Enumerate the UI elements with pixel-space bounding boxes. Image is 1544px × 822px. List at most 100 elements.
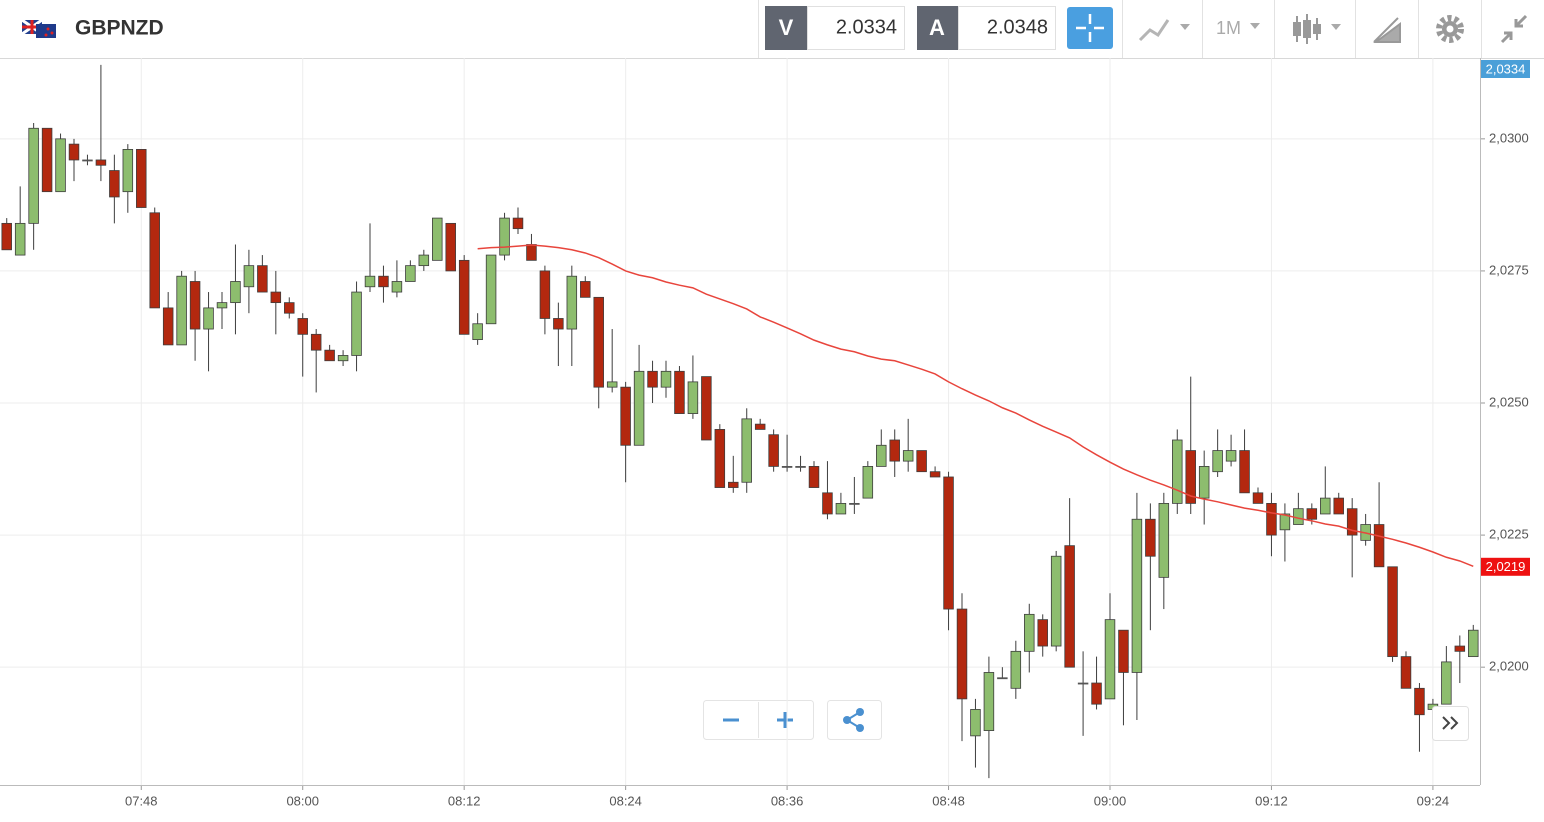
candle-body: [1306, 508, 1318, 520]
candle-body: [754, 423, 766, 430]
candle-body: [391, 281, 403, 293]
timeframe[interactable]: 1M: [1216, 18, 1241, 38]
candle-body: [1333, 497, 1344, 515]
candle-body: [916, 450, 927, 473]
candle-body: [176, 275, 187, 346]
candle-body: [876, 444, 887, 467]
candle-body: [1037, 619, 1048, 647]
candle-body: [1, 222, 12, 251]
candle-body: [862, 466, 874, 499]
candle-body: [1400, 656, 1412, 689]
candle-body: [1468, 629, 1479, 658]
candle-body: [1266, 502, 1277, 536]
gear-hole: [1446, 25, 1454, 33]
candle-body: [243, 265, 255, 288]
candle-body: [472, 323, 483, 341]
chart-type-button[interactable]: [1138, 19, 1190, 42]
candle-body: [983, 672, 995, 731]
candle-body: [1387, 566, 1398, 658]
candle-body: [526, 244, 537, 261]
x-tick-label: 08:36: [771, 793, 804, 808]
sell-button[interactable]: [765, 6, 807, 50]
sell-price-box[interactable]: [807, 6, 905, 50]
flag-star: [44, 33, 48, 37]
x-tick-label: 08:24: [609, 793, 642, 808]
candle-body: [539, 270, 551, 319]
x-tick-label: 09:12: [1255, 793, 1288, 808]
candle-body: [351, 291, 362, 356]
ma-label-box: [1481, 557, 1530, 576]
scroll-right-icon: [1442, 716, 1459, 730]
candle-body: [1239, 450, 1250, 494]
scroll-right-button[interactable]: [1432, 706, 1469, 741]
candle-body: [1346, 508, 1358, 536]
candle-body: [109, 170, 120, 198]
candle-body: [902, 450, 914, 462]
candle-type-button[interactable]: [1293, 14, 1341, 44]
candle-body: [929, 471, 941, 478]
candle-body: [230, 281, 241, 304]
crosshair-icon: [1076, 14, 1104, 42]
sell-label: V: [779, 15, 794, 40]
y-tick-label: 2,0275: [1489, 262, 1529, 277]
candle-body: [956, 608, 968, 700]
buy-price: 2.0348: [987, 16, 1048, 38]
candle-body: [95, 159, 107, 166]
buy-button[interactable]: [917, 6, 958, 50]
candle-body: [41, 127, 53, 193]
drawing-tool-button[interactable]: [1373, 17, 1401, 43]
share-icon-node: [843, 716, 851, 724]
share-icon-node: [856, 724, 864, 732]
candle-body: [943, 476, 954, 610]
dropdown-caret: [1250, 23, 1260, 29]
flag-star: [50, 31, 54, 35]
candle-body: [1454, 645, 1466, 652]
candle-body: [284, 302, 295, 314]
flag-star: [46, 27, 50, 31]
candle-body: [1131, 518, 1143, 673]
candle-body: [647, 370, 658, 388]
candle-body: [970, 709, 981, 737]
candle-body: [149, 212, 160, 309]
x-tick-label: 07:48: [125, 793, 158, 808]
buy-price-box[interactable]: [958, 6, 1056, 50]
candle-body: [1293, 508, 1304, 525]
candle-body: [808, 466, 820, 488]
candle-body: [660, 370, 672, 388]
candle-body: [1158, 502, 1170, 578]
candle-body: [633, 370, 645, 446]
candle-body: [418, 254, 430, 267]
candle-icon-body: [1303, 20, 1311, 38]
collapse-button[interactable]: [1500, 14, 1528, 44]
price-tag: 2,0334: [1486, 61, 1526, 76]
candle-body: [297, 318, 308, 335]
crosshair-button[interactable]: [1067, 7, 1113, 49]
gear-teeth: [1436, 15, 1464, 43]
candle-body: [1064, 545, 1075, 668]
candle-body: [203, 307, 214, 330]
candle-body: [728, 481, 739, 488]
candle-body: [1172, 439, 1183, 504]
candle-body: [458, 259, 470, 335]
candle-body: [889, 439, 900, 462]
x-tick-label: 09:24: [1417, 793, 1450, 808]
candle-body: [1024, 613, 1035, 652]
candle-body: [580, 281, 591, 298]
settings-button[interactable]: [1436, 15, 1464, 43]
share-button[interactable]: [827, 700, 882, 740]
candle-body: [162, 307, 174, 346]
candle-body: [1104, 619, 1116, 700]
candle-body: [1252, 492, 1264, 504]
candle-body: [822, 492, 833, 515]
candle-body: [28, 127, 39, 224]
zoom-controls: [703, 700, 882, 740]
candle-body: [741, 418, 752, 483]
zoom-in-button[interactable]: [777, 712, 793, 728]
candle-body: [849, 502, 860, 505]
candle-body: [1010, 650, 1022, 689]
toolbar: GBPNZD V 2.0334 A 2.0348 1M: [0, 0, 1544, 59]
candle-body: [378, 275, 389, 288]
candle-body: [795, 466, 806, 468]
candle-body: [781, 466, 793, 468]
